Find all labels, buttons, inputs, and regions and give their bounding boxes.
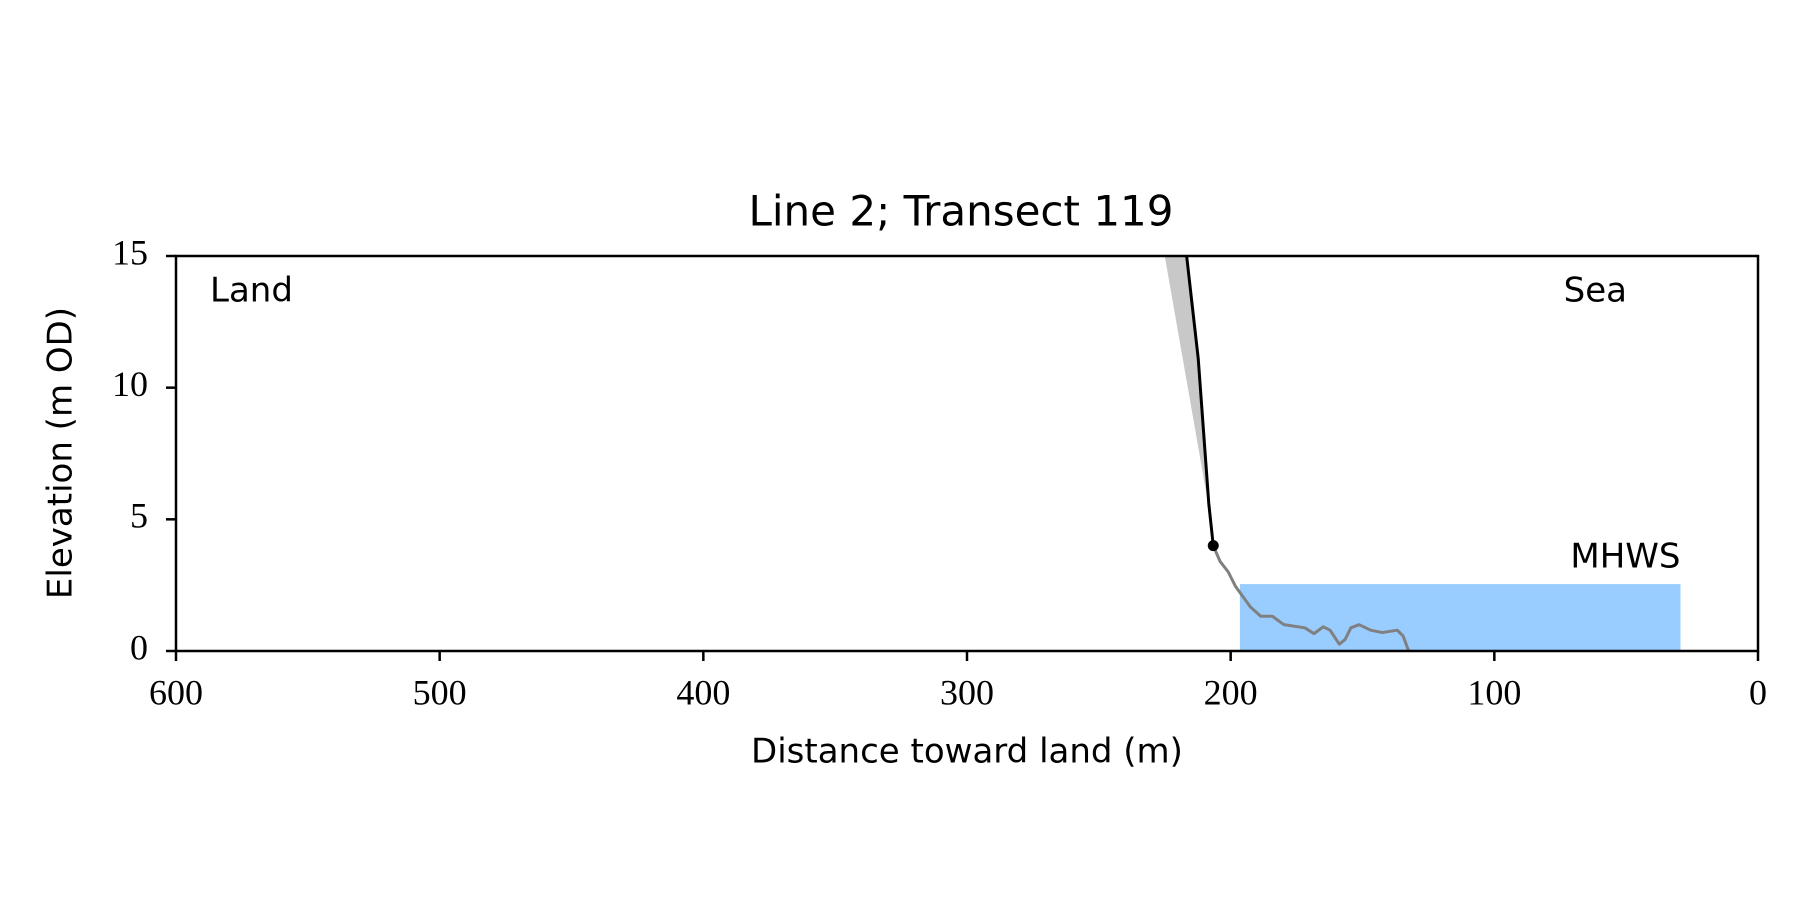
chart-title: Line 2; Transect 119 — [748, 187, 1173, 236]
band-label: MHWS — [1570, 537, 1680, 577]
y-tick-label: 15 — [112, 232, 148, 272]
x-tick-label: 0 — [1749, 672, 1767, 712]
x-tick-label: 100 — [1467, 672, 1521, 712]
x-tick-label: 400 — [676, 672, 730, 712]
x-axis-label: Distance toward land (m) — [751, 732, 1183, 772]
x-tick-label: 200 — [1204, 672, 1258, 712]
cliff-toe-marker — [1207, 540, 1219, 552]
profile-line — [1185, 255, 1215, 546]
profile-line — [1211, 545, 1411, 652]
x-tick-label: 600 — [149, 672, 203, 712]
x-tick-label: 300 — [940, 672, 994, 712]
x-tick-label: 500 — [413, 672, 467, 712]
sea-label: Sea — [1564, 271, 1627, 311]
y-tick-label: 0 — [130, 627, 148, 667]
y-axis-label: Elevation (m OD) — [41, 307, 81, 599]
cliff-shading — [1164, 256, 1211, 520]
y-tick-label: 10 — [112, 364, 148, 404]
mhws-band — [1239, 584, 1681, 651]
land-label: Land — [210, 271, 293, 311]
y-tick-label: 5 — [130, 496, 148, 536]
